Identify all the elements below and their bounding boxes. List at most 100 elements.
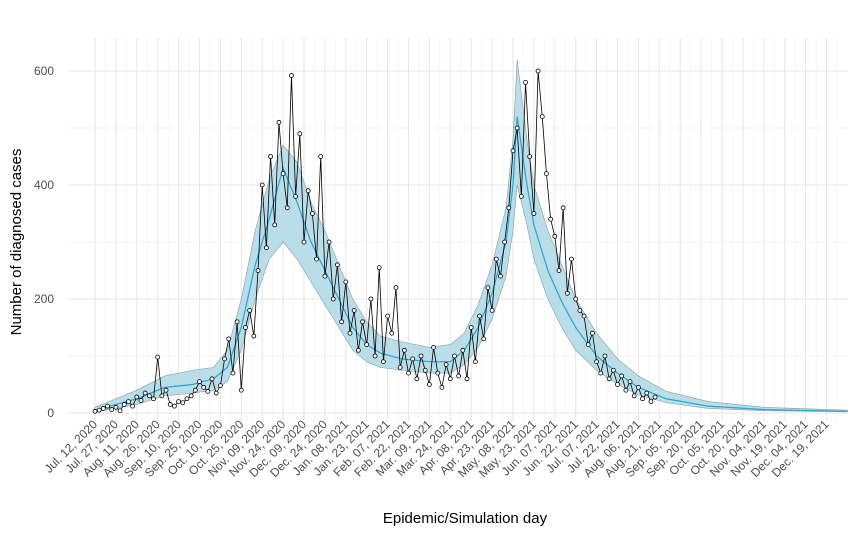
observed-point [222, 356, 227, 362]
observed-point [498, 273, 503, 279]
observed-point [251, 333, 257, 339]
observed-point [472, 359, 478, 365]
observed-point [627, 379, 633, 385]
observed-point [510, 148, 516, 154]
observed-point [552, 233, 558, 239]
observed-point [393, 285, 399, 291]
observed-point [401, 347, 407, 353]
observed-point [192, 387, 198, 393]
observed-point [142, 390, 148, 396]
observed-point [121, 402, 127, 407]
observed-point [481, 336, 487, 342]
y-axis-title: Number of diagnosed cases [8, 149, 25, 336]
observed-point [535, 68, 541, 74]
observed-point [464, 376, 470, 382]
model-band-area [94, 59, 848, 413]
observed-point [644, 390, 650, 396]
observed-point [155, 354, 161, 360]
observed-point [247, 307, 253, 313]
observed-point [167, 402, 173, 407]
observed-point [489, 307, 495, 313]
observed-point [606, 376, 612, 382]
observed-point [243, 325, 248, 330]
observed-point [339, 319, 345, 325]
observed-point [176, 399, 182, 405]
observed-point [615, 382, 620, 387]
observed-point [648, 399, 654, 405]
observed-point [318, 154, 324, 159]
observed-point [514, 125, 520, 131]
observed-point [360, 319, 365, 325]
observed-point [305, 188, 311, 194]
y-axis-ticks: 0 200 400 600 [34, 64, 54, 420]
observed-point [226, 336, 232, 342]
observed-point [368, 296, 374, 302]
observed-point [376, 265, 382, 271]
observed-point [209, 376, 215, 382]
observed-point [234, 319, 240, 325]
observed-point [598, 370, 604, 376]
observed-point [172, 403, 177, 409]
observed-point [636, 384, 641, 390]
observed-point [322, 273, 328, 279]
observed-point [385, 313, 391, 319]
observed-point [439, 384, 445, 390]
observed-point [159, 393, 165, 399]
observed-point [581, 313, 587, 319]
observed-point [573, 296, 579, 302]
observed-point [105, 403, 110, 409]
observed-point [527, 154, 533, 159]
observed-point [117, 408, 123, 414]
observed-point [502, 239, 508, 245]
observed-point [518, 193, 524, 199]
observed-point [330, 296, 336, 302]
observed-point [619, 373, 625, 379]
observed-point [347, 330, 353, 336]
observed-point [372, 353, 378, 359]
observed-point [418, 353, 424, 359]
observed-point [335, 262, 340, 268]
observed-point [272, 222, 278, 228]
observed-point [569, 256, 574, 262]
observed-point [113, 404, 119, 410]
observed-point [289, 73, 294, 78]
y-tick-label: 0 [47, 406, 54, 420]
observed-point [381, 359, 386, 365]
x-axis-title: Epidemic/Simulation day [383, 510, 548, 527]
observed-point [406, 370, 411, 376]
observed-point [531, 211, 537, 216]
observed-point [460, 347, 466, 353]
observed-point [431, 345, 436, 350]
observed-point [560, 205, 566, 211]
observed-point [255, 268, 261, 273]
observed-point [230, 370, 236, 376]
model-mean-line [94, 116, 848, 412]
observed-point [126, 399, 131, 405]
observed-point [268, 154, 273, 159]
observed-point [539, 114, 545, 119]
observed-point [314, 256, 319, 262]
observed-point [468, 325, 474, 330]
y-tick-label: 400 [34, 178, 54, 192]
observed-point [355, 347, 361, 353]
observed-point [180, 400, 186, 406]
observed-point [426, 382, 432, 387]
observed-point [410, 356, 416, 362]
observed-point [238, 387, 244, 393]
observed-point [96, 407, 102, 413]
observed-point [506, 205, 512, 211]
observed-point [213, 390, 219, 396]
observed-point [652, 394, 658, 400]
observed-point [184, 396, 190, 402]
observed-point [602, 353, 608, 359]
observed-point [309, 211, 315, 216]
observed-point [130, 403, 136, 409]
observed-point [631, 393, 637, 399]
observed-point [217, 383, 223, 389]
observed-point [280, 171, 286, 177]
observed-point [414, 376, 420, 382]
observed-series [92, 68, 658, 414]
observed-point [151, 396, 156, 402]
y-tick-label: 200 [34, 292, 54, 306]
